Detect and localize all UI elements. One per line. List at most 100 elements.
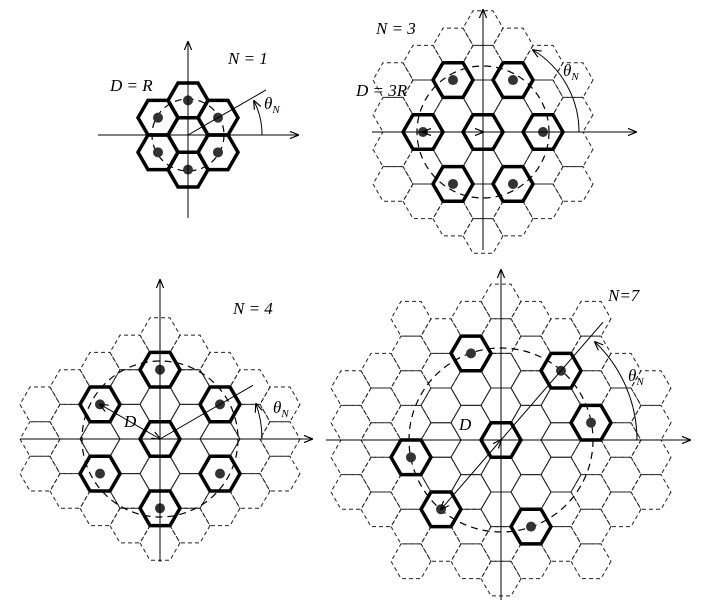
hex-cell (492, 27, 534, 64)
hex-cell (330, 404, 372, 441)
cochannel-cell (430, 164, 476, 204)
hex-cell (480, 283, 522, 320)
panel-n4: N = 4 D θN (19, 280, 312, 562)
hex-cell (462, 10, 504, 46)
panel-n7: N=7 D θN (326, 270, 690, 600)
hex-cell (540, 456, 582, 493)
angle-label-n1: θN (264, 94, 280, 116)
cell-center-dot (406, 452, 416, 463)
hex-cell (450, 370, 492, 406)
hex-cell (390, 300, 432, 337)
cochannel-cell (448, 334, 494, 373)
angle-arc-n1 (254, 101, 263, 136)
hex-cell (570, 300, 612, 337)
cell-center-dot (153, 147, 163, 158)
angle-ray (500, 321, 604, 441)
angle-arc-n7 (595, 342, 638, 441)
hex-cell (19, 455, 61, 492)
hex-cell (360, 352, 402, 389)
hex-cell (450, 543, 492, 580)
hex-cell (390, 370, 432, 406)
hex-grid-n7 (330, 283, 672, 597)
d-label-n7: D (458, 415, 472, 434)
n-label-n4: N = 4 (232, 299, 273, 318)
cell-center-dot (215, 468, 225, 479)
hex-cell (360, 387, 402, 424)
hex-cell (199, 351, 241, 388)
hex-cell (259, 455, 301, 492)
hex-cell (540, 318, 582, 354)
theta-subscript: N (271, 104, 280, 116)
hex-cell (372, 166, 414, 202)
hex-cell (600, 491, 642, 528)
cell-center-dot (153, 112, 163, 123)
cell-center-dot (95, 468, 105, 479)
cochannel-cell (197, 385, 243, 424)
panel-n3: N = 3 D = 3R θN (355, 10, 636, 254)
hex-cell (420, 387, 462, 424)
hex-cell (570, 543, 612, 580)
cell-center-dot (448, 75, 458, 86)
hex-cell (139, 317, 181, 353)
n-label-n3: N = 3 (375, 19, 416, 38)
hex-cell (492, 200, 534, 237)
hex-cell (360, 491, 402, 528)
hex-cell (552, 62, 594, 98)
theta-subscript: N (280, 408, 289, 420)
cochannel-cell (490, 60, 536, 100)
hex-cell (630, 474, 672, 510)
angle-arc-n3 (533, 50, 580, 133)
cell-center-dot (213, 147, 223, 158)
angle-arc-n4 (256, 404, 262, 440)
hex-cell (510, 543, 552, 580)
cochannel-cell (77, 454, 123, 493)
n-label-n7: N=7 (607, 286, 641, 305)
reuse-distance-arrow (100, 404, 160, 439)
theta-symbol: θ (628, 366, 636, 385)
hex-cell (630, 370, 672, 406)
angle-ray (159, 384, 254, 440)
angle-ray (187, 89, 267, 136)
n-label-n1: N = 1 (227, 49, 268, 68)
theta-subscript: N (570, 71, 579, 83)
cell-center-dot (448, 178, 458, 189)
hex-cell (199, 490, 241, 527)
hex-cell (450, 300, 492, 337)
hex-cell (510, 300, 552, 337)
cell-center-dot (508, 75, 518, 86)
hex-cell (79, 351, 121, 388)
hex-cell (229, 369, 271, 405)
hex-cell (420, 526, 462, 562)
reuse-distance-arrow (441, 440, 501, 509)
hex-cell (570, 508, 612, 545)
cochannel-cell (137, 489, 183, 528)
cell-center-dot (466, 348, 476, 359)
hex-cell (432, 27, 474, 64)
hex-cell (390, 543, 432, 580)
angle-label-n4: θN (273, 398, 289, 420)
hex-cell (330, 370, 372, 406)
panel-n1: N = 1 D = R θN (98, 42, 298, 218)
cochannel-cell (137, 350, 183, 389)
hex-grid-n1 (135, 81, 267, 189)
cell-center-dot (586, 417, 596, 428)
hex-cell (630, 439, 672, 476)
hex-cell (600, 456, 642, 493)
hex-cell (330, 474, 372, 510)
angle-label-n3: θN (563, 61, 579, 83)
hex-cell (600, 352, 642, 389)
theta-symbol: θ (273, 398, 281, 417)
cochannel-cell (508, 507, 554, 546)
d-label-n3: D = 3R (355, 81, 408, 100)
hex-cell (432, 200, 474, 237)
theta-symbol: θ (264, 94, 272, 113)
hex-cell (480, 560, 522, 597)
theta-symbol: θ (563, 61, 571, 80)
d-label-n1: D = R (109, 76, 153, 95)
cell-center-dot (526, 521, 536, 532)
theta-subscript: N (635, 376, 644, 388)
hex-cell (510, 474, 552, 510)
d-label-n4: D (123, 412, 137, 431)
hex-cell (19, 386, 61, 423)
